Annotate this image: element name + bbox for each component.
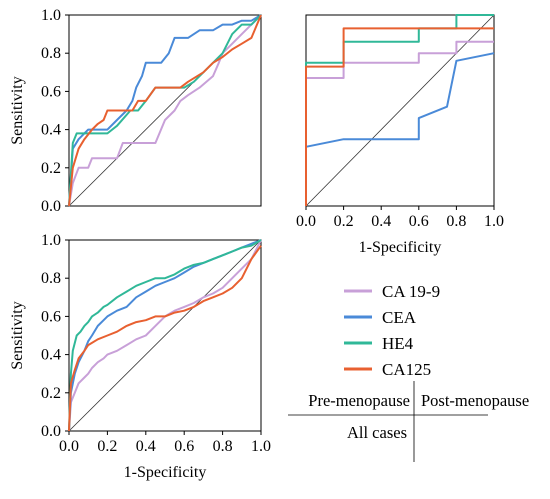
reference-diagonal-all-cases bbox=[68, 239, 262, 432]
y-tick-label: 0.4 bbox=[41, 347, 61, 364]
x-tick-label: 0.2 bbox=[334, 213, 354, 230]
x-tick-label: 0.0 bbox=[59, 438, 79, 455]
x-axis-label: 1-Specificity bbox=[124, 464, 207, 481]
layout-key-top-right: Post-menopause bbox=[421, 391, 529, 410]
panel-all-cases: 0.0 0.2 0.4 0.6 0.8 1.0 0.0 0.2 0.4 0.6 0.8 1.0 Sens… bbox=[9, 232, 271, 481]
x-tick-label: 0.6 bbox=[409, 213, 429, 230]
legend-label-ca-19-9: CA 19-9 bbox=[382, 282, 440, 301]
x-tick-label: 0.0 bbox=[296, 213, 316, 230]
plot-frame-pre-menopause bbox=[68, 14, 262, 207]
x-tick-label: 1.0 bbox=[484, 213, 504, 230]
x-tick-label: 0.8 bbox=[213, 438, 233, 455]
y-tick-label: 1.0 bbox=[41, 7, 61, 24]
roc-curve-ca125-post-menopause bbox=[305, 27, 494, 206]
x-tick-label: 0.8 bbox=[446, 213, 466, 230]
x-tick-label: 1.0 bbox=[251, 438, 271, 455]
x-tick-label: 0.6 bbox=[174, 438, 194, 455]
reference-diagonal-post-menopause bbox=[305, 14, 495, 207]
x-tick-label: 0.4 bbox=[136, 438, 156, 455]
y-tick-label: 0.2 bbox=[41, 385, 61, 402]
y-tick-label: 0.6 bbox=[41, 308, 61, 325]
legend: CA 19-9 CEA HE4 CA125 bbox=[344, 282, 440, 379]
legend-label-cea: CEA bbox=[382, 308, 417, 327]
roc-curve-ca125-all-cases bbox=[68, 245, 262, 432]
roc-curve-ca-19-9-all-cases bbox=[68, 239, 262, 432]
y-axis-label: Sensitivity bbox=[9, 301, 26, 369]
legend-label-he4: HE4 bbox=[382, 334, 414, 353]
roc-curve-he4-post-menopause bbox=[305, 14, 494, 206]
roc-curve-ca-19-9-pre-menopause bbox=[68, 14, 262, 207]
y-axis-label: Sensitivity bbox=[9, 76, 26, 144]
roc-curve-cea-post-menopause bbox=[305, 52, 495, 206]
legend-label-ca125: CA125 bbox=[382, 360, 431, 379]
panel-post-menopause: 0.0 0.2 0.4 0.6 0.8 1.0 1-Specificity bbox=[296, 14, 504, 256]
y-tick-label: 0.2 bbox=[41, 160, 61, 177]
x-axis-label: 1-Specificity bbox=[359, 239, 442, 256]
plot-frame-all-cases bbox=[68, 239, 262, 432]
roc-curve-ca125-pre-menopause bbox=[68, 14, 262, 207]
panel-pre-menopause: 0.0 0.2 0.4 0.6 0.8 1.0 Sensitivity bbox=[9, 7, 262, 215]
y-tick-label: 0.8 bbox=[41, 45, 61, 62]
y-tick-label: 0.0 bbox=[41, 423, 61, 440]
roc-curve-he4-all-cases bbox=[68, 239, 262, 432]
roc-curve-ca-19-9-post-menopause bbox=[305, 40, 494, 206]
layout-key-top-left: Pre-menopause bbox=[308, 391, 410, 410]
y-tick-label: 0.8 bbox=[41, 270, 61, 287]
x-tick-label: 0.2 bbox=[97, 438, 117, 455]
x-tick-label: 0.4 bbox=[371, 213, 391, 230]
y-tick-label: 1.0 bbox=[41, 232, 61, 249]
y-tick-label: 0.0 bbox=[41, 198, 61, 215]
y-tick-label: 0.6 bbox=[41, 83, 61, 100]
layout-key: Pre-menopause Post-menopause All cases bbox=[288, 381, 529, 462]
roc-curve-cea-pre-menopause bbox=[68, 14, 262, 207]
y-tick-label: 0.4 bbox=[41, 122, 61, 139]
layout-key-bottom-left: All cases bbox=[347, 423, 407, 442]
